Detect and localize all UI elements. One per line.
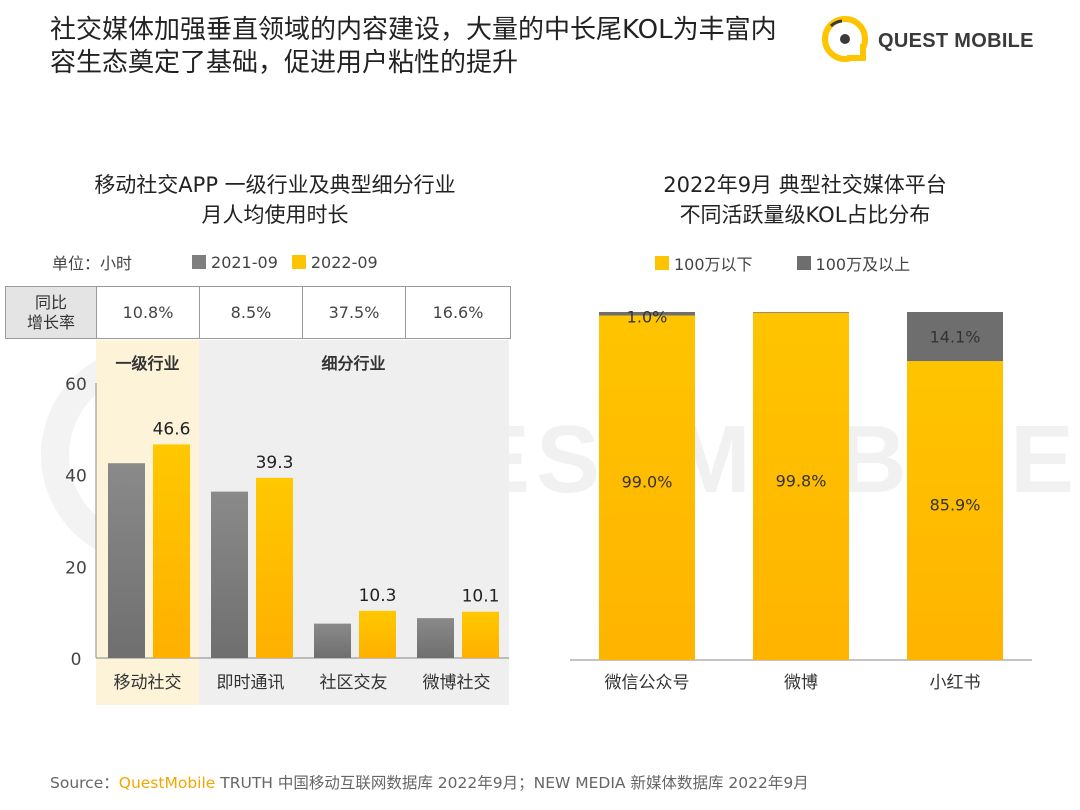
- growth-rate-header: 同比 增长率: [6, 287, 97, 338]
- legend-item-2021: 2021-09: [192, 253, 278, 272]
- left-chart-title-line-2: 月人均使用时长: [201, 203, 349, 227]
- data-label-below-1m: 85.9%: [930, 496, 981, 515]
- source-text: TRUTH 中国移动互联网数据库 2022年9月；NEW MEDIA 新媒体数据…: [215, 774, 809, 792]
- bar-2022: [462, 611, 499, 658]
- x-category-label: 微博社交: [423, 673, 491, 693]
- logo-text: QUEST MOBILE: [878, 30, 1034, 52]
- growth-header-line-1: 同比: [34, 292, 67, 312]
- x-category-label: 微博: [784, 673, 818, 693]
- right-chart-title-line-2: 不同活跃量级KOL占比分布: [679, 203, 931, 227]
- bar-2021: [417, 618, 454, 658]
- left-chart-title: 移动社交APP 一级行业及典型细分行业 月人均使用时长: [40, 170, 510, 230]
- legend-swatch-gray: [796, 256, 811, 270]
- questmobile-logo: QUEST MOBILE: [818, 14, 1038, 66]
- unit-label: 单位：小时: [52, 254, 133, 273]
- y-tick-label: 20: [65, 558, 87, 578]
- logo-mark-icon: [822, 16, 868, 62]
- bar-2022: [256, 477, 293, 658]
- page-title-line-2: 容生态奠定了基础，促进用户粘性的提升: [50, 48, 519, 78]
- legend-item-below-1m: 100万以下: [655, 251, 753, 275]
- legend-swatch-yellow: [291, 255, 306, 269]
- data-label-2022: 10.1: [462, 587, 500, 607]
- source-prefix: Source：: [50, 774, 119, 792]
- x-category-label: 社区交友: [320, 673, 388, 693]
- data-label-2022: 46.6: [153, 419, 191, 439]
- data-label-2022: 39.3: [256, 453, 294, 473]
- x-category-label: 即时通讯: [217, 673, 285, 693]
- right-legend: 100万以下 100万及以上: [655, 251, 954, 275]
- legend-item-above-1m: 100万及以上: [796, 251, 911, 275]
- group-label-primary: 一级行业: [115, 354, 179, 373]
- bar-below-1m: [753, 312, 849, 660]
- bar-2021: [108, 463, 145, 658]
- x-category-label: 微信公众号: [605, 673, 690, 693]
- growth-rate-cell: 8.5%: [200, 287, 303, 338]
- legend-swatch-yellow: [655, 256, 669, 270]
- y-tick-label: 60: [65, 375, 87, 395]
- data-label-below-1m: 99.0%: [622, 473, 673, 492]
- left-chart-title-line-1: 移动社交APP 一级行业及典型细分行业: [94, 173, 456, 197]
- legend-item-2022: 2022-09: [291, 252, 378, 272]
- bar-2021: [211, 491, 248, 658]
- growth-rate-cell: 37.5%: [303, 287, 406, 338]
- x-category-label: 小红书: [930, 673, 981, 693]
- bar-above-1m: [907, 312, 1003, 362]
- right-chart-title: 2022年9月 典型社交媒体平台 不同活跃量级KOL占比分布: [580, 170, 1030, 230]
- right-chart-title-line-1: 2022年9月 典型社交媒体平台: [663, 173, 947, 197]
- secondary-industry-panel: [199, 340, 509, 705]
- group-label-secondary: 细分行业: [321, 354, 385, 373]
- growth-rate-cell: 10.8%: [97, 287, 200, 338]
- bar-2022: [359, 610, 396, 658]
- y-tick-label: 40: [65, 467, 87, 487]
- data-label-2022: 10.3: [359, 586, 397, 606]
- page-title: 社交媒体加强垂直领域的内容建设，大量的中长尾KOL为丰富内 容生态奠定了基础，促…: [50, 14, 820, 80]
- source-note: Source：QuestMobile TRUTH 中国移动互联网数据库 2022…: [50, 771, 809, 793]
- legend-label-above-1m: 100万及以上: [815, 255, 911, 274]
- x-category-label: 移动社交: [114, 673, 182, 693]
- bar-2021: [314, 623, 351, 658]
- page-title-line-1: 社交媒体加强垂直领域的内容建设，大量的中长尾KOL为丰富内: [50, 15, 777, 45]
- bar-below-1m: [599, 315, 695, 660]
- bar-above-1m: [599, 312, 695, 316]
- data-label-below-1m: 99.8%: [776, 471, 827, 490]
- bar-above-1m: [753, 312, 849, 313]
- growth-rate-table: 同比 增长率 10.8% 8.5% 37.5% 16.6%: [5, 286, 511, 339]
- growth-rate-cell: 16.6%: [432, 303, 484, 322]
- bar-below-1m: [907, 361, 1003, 660]
- legend-swatch-gray: [192, 255, 207, 269]
- y-tick-label: 0: [71, 650, 82, 670]
- data-label-above-1m: 1.0%: [627, 307, 668, 326]
- legend-label-2022: 2022-09: [310, 252, 378, 272]
- legend-label-below-1m: 100万以下: [674, 255, 753, 274]
- source-brand: QuestMobile: [118, 774, 216, 792]
- bar-2022: [153, 444, 190, 658]
- growth-header-line-2: 增长率: [26, 312, 75, 332]
- left-legend: 单位：小时 2021-09 2022-09: [52, 250, 392, 274]
- legend-label-2021: 2021-09: [211, 252, 278, 272]
- data-label-above-1m: 14.1%: [930, 328, 981, 347]
